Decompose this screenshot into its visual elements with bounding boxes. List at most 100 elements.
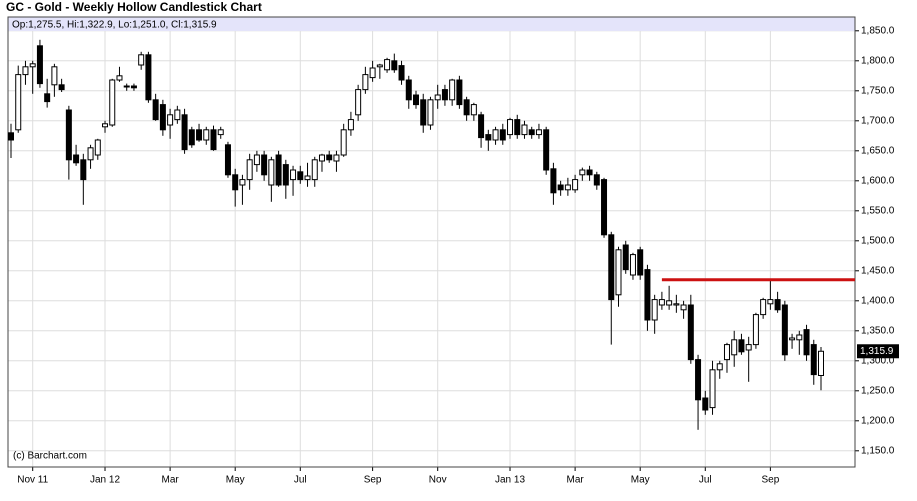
candle-body <box>318 154 325 162</box>
candle-body <box>232 174 239 191</box>
candle-body <box>159 104 166 131</box>
candle-body <box>434 94 441 101</box>
candle-body <box>535 129 542 136</box>
x-tick-label: Nov 11 <box>17 475 48 486</box>
candle-body <box>774 299 781 311</box>
x-tick-label: Mar <box>161 475 179 486</box>
candle-body <box>731 339 738 356</box>
candle-body <box>290 169 297 181</box>
candle-body <box>557 184 564 191</box>
y-tick-label: 1,250.0 <box>861 385 895 396</box>
last-price-label: 1,315.9 <box>860 346 894 357</box>
y-tick-label: 1,150.0 <box>861 445 895 456</box>
candle-body <box>268 159 275 186</box>
candle-body <box>521 124 528 136</box>
candle-body <box>355 89 362 116</box>
candle-body <box>702 397 709 411</box>
candle-body <box>22 66 29 76</box>
candle-body <box>644 269 651 321</box>
candle-body <box>470 104 477 116</box>
candle-body <box>174 109 181 121</box>
y-tick-label: 1,200.0 <box>861 415 895 426</box>
candle-body <box>615 249 622 296</box>
candle-body <box>246 159 253 181</box>
candle-body <box>637 249 644 276</box>
candle-body <box>362 74 369 91</box>
candle-body <box>36 45 43 85</box>
candle-body <box>810 344 817 376</box>
candle-body <box>29 63 36 68</box>
candle-body <box>427 99 434 126</box>
candle-body <box>441 89 448 101</box>
candle-body <box>224 144 231 176</box>
y-tick-label: 1,550.0 <box>861 205 895 216</box>
x-tick-label: Jan 13 <box>495 475 525 486</box>
candle-body <box>572 179 579 191</box>
candle-body <box>564 184 571 191</box>
y-tick-label: 1,350.0 <box>861 325 895 336</box>
candle-body <box>94 139 101 156</box>
y-tick-label: 1,700.0 <box>861 115 895 126</box>
candle-body <box>196 129 203 141</box>
candle-body <box>478 114 485 139</box>
candle-body <box>203 129 210 141</box>
candle-body <box>803 329 810 356</box>
candle-body <box>413 94 419 106</box>
candle-body <box>391 60 398 71</box>
candle-body <box>608 234 615 301</box>
candle-body <box>673 303 680 306</box>
candle-body <box>130 85 137 89</box>
candle-body <box>593 174 600 186</box>
x-tick-label: Mar <box>566 475 584 486</box>
candle-body <box>304 175 311 181</box>
candle-body <box>695 359 702 401</box>
candle-body <box>239 179 246 186</box>
y-tick-label: 1,400.0 <box>861 295 895 306</box>
candle-body <box>369 67 376 79</box>
candle-body <box>680 304 687 311</box>
candle-body <box>485 134 492 141</box>
candle-body <box>651 299 658 321</box>
candle-body <box>123 85 130 88</box>
candle-body <box>579 169 586 176</box>
candle-body <box>528 129 535 136</box>
x-tick-label: Nov <box>429 475 447 486</box>
candle-body <box>87 147 94 161</box>
candle-body <box>44 93 51 103</box>
candle-body <box>781 304 788 356</box>
candle-body <box>333 154 340 162</box>
candle-body <box>181 114 188 151</box>
candle-body <box>420 99 427 126</box>
candle-body <box>789 337 796 341</box>
candle-body <box>666 300 673 306</box>
candle-body <box>796 334 803 341</box>
candle-body <box>138 54 145 66</box>
candle-body <box>311 159 318 181</box>
candle-body <box>818 350 824 377</box>
candle-body <box>767 299 774 305</box>
y-tick-label: 1,750.0 <box>861 85 895 96</box>
candle-body <box>167 114 174 126</box>
candle-body <box>550 168 557 194</box>
candle-body <box>629 254 636 276</box>
plot-frame <box>7 16 856 468</box>
candle-body <box>601 179 608 236</box>
y-tick-label: 1,800.0 <box>861 55 895 66</box>
x-tick-label: Sep <box>761 475 779 486</box>
candle-body <box>752 314 759 346</box>
candle-body <box>709 369 716 409</box>
candle-body <box>384 59 391 71</box>
candle-body <box>514 119 521 136</box>
x-tick-label: Jul <box>294 475 307 486</box>
candle-body <box>492 129 499 141</box>
y-tick-label: 1,500.0 <box>861 235 895 246</box>
candle-body <box>716 363 723 371</box>
y-tick-label: 1,300.0 <box>861 355 895 366</box>
candle-body <box>326 154 333 161</box>
candle-body <box>275 154 282 186</box>
x-tick-label: May <box>631 475 650 486</box>
candle-body <box>398 65 405 81</box>
y-tick-label: 1,650.0 <box>861 145 895 156</box>
candle-body <box>210 129 217 151</box>
